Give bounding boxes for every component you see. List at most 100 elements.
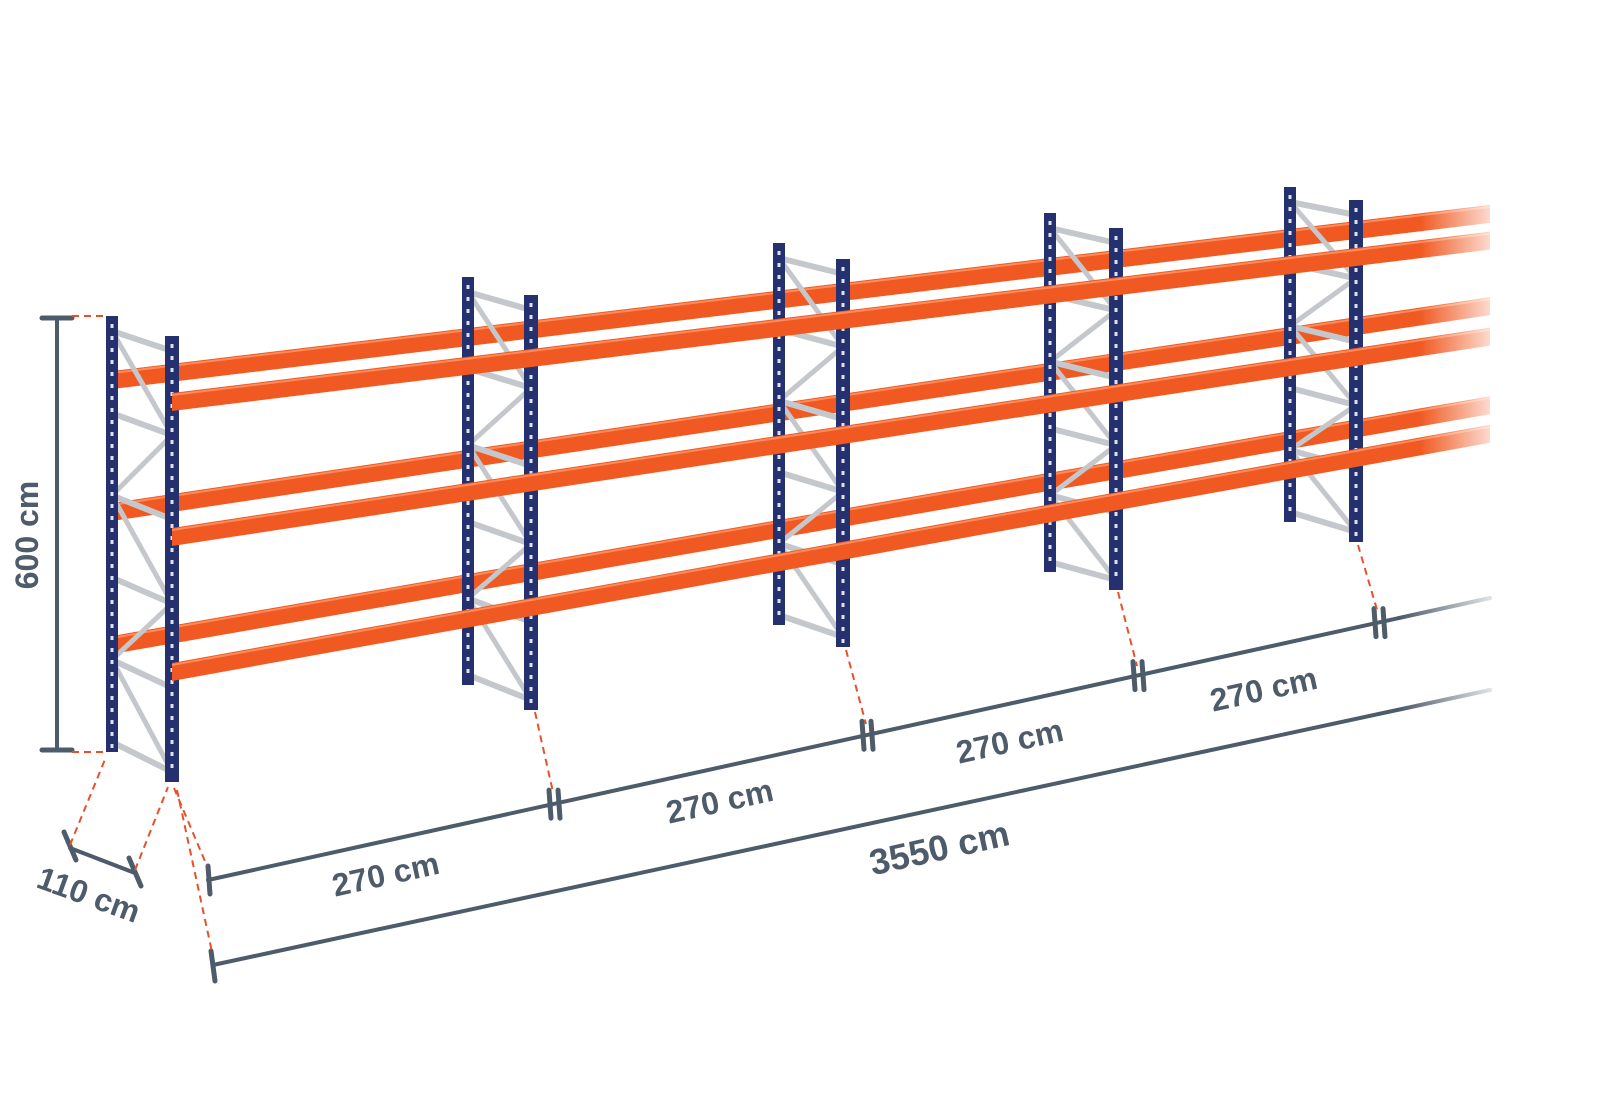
guide-line	[69, 756, 107, 846]
upright-hole	[170, 764, 174, 768]
upright-hole	[1048, 557, 1052, 561]
upright-hole	[1354, 340, 1358, 344]
upright-hole	[841, 615, 845, 619]
upright-hole	[1114, 416, 1118, 420]
upright-hole	[170, 680, 174, 684]
upright-hole	[110, 624, 114, 628]
dimension-fade	[1400, 560, 1510, 720]
upright-hole	[1288, 387, 1292, 391]
upright-hole	[170, 428, 174, 432]
upright-hole	[170, 584, 174, 588]
upright-hole	[1048, 533, 1052, 537]
upright-hole	[110, 696, 114, 700]
upright-hole	[466, 393, 470, 397]
upright-hole	[1288, 231, 1292, 235]
upright-hole	[841, 567, 845, 571]
bay-tick	[1380, 606, 1388, 640]
upright-hole	[466, 669, 470, 673]
upright-hole	[170, 632, 174, 636]
upright-hole	[1354, 520, 1358, 524]
upright-hole	[110, 708, 114, 712]
diagonal-brace	[776, 256, 846, 349]
upright-hole	[529, 303, 533, 307]
upright-hole	[1114, 560, 1118, 564]
upright-hole	[466, 657, 470, 661]
horizontal-brace	[467, 289, 532, 313]
bay-dimension-line	[206, 596, 1492, 882]
upright-hole	[1354, 388, 1358, 392]
upright-hole	[777, 575, 781, 579]
front-beams	[171, 231, 1491, 681]
upright-hole	[529, 639, 533, 643]
upright-hole	[841, 387, 845, 391]
horizontal-brace	[110, 492, 174, 523]
upright-hole	[841, 627, 845, 631]
upright-hole	[1288, 423, 1292, 427]
upright-hole	[1048, 305, 1052, 309]
upright-hole	[170, 728, 174, 732]
upright-hole	[529, 627, 533, 631]
upright-hole	[1354, 436, 1358, 440]
diagonal-brace	[109, 329, 175, 437]
upright-hole	[777, 431, 781, 435]
upright-hole	[529, 375, 533, 379]
upright-hole	[841, 267, 845, 271]
beam-highlight	[111, 397, 1491, 639]
guide-line	[173, 787, 208, 867]
upright-hole	[777, 335, 781, 339]
upright-hole	[1288, 399, 1292, 403]
upright-hole	[466, 285, 470, 289]
upright-hole	[1288, 207, 1292, 211]
upright-hole	[1114, 512, 1118, 516]
bay-width-label-1: 270 cm	[329, 845, 443, 904]
upright-hole	[841, 399, 845, 403]
upright-hole	[170, 512, 174, 516]
horizontal-brace	[1289, 509, 1357, 535]
upright-hole	[170, 596, 174, 600]
upright-hole	[110, 744, 114, 748]
upright-hole	[777, 491, 781, 495]
horizontal-brace	[467, 518, 532, 547]
horizontal-brace	[466, 672, 533, 703]
upright-hole	[777, 455, 781, 459]
upright-hole	[466, 549, 470, 553]
front-beam-level-2	[172, 327, 1490, 546]
upright-hole	[529, 651, 533, 655]
horizontal-brace	[110, 574, 174, 607]
upright-hole	[1048, 377, 1052, 381]
upright-hole	[170, 416, 174, 420]
upright-hole	[466, 429, 470, 433]
upright-hole	[110, 480, 114, 484]
guide-line	[134, 786, 169, 871]
upright-hole	[777, 251, 781, 255]
upright-hole	[777, 371, 781, 375]
upright-hole	[529, 447, 533, 451]
upright-hole	[1048, 245, 1052, 249]
upright-hole	[777, 407, 781, 411]
upright-hole	[841, 303, 845, 307]
bay-width-label-3: 270 cm	[953, 712, 1067, 771]
horizontal-brace	[1289, 323, 1357, 345]
upright-hole	[110, 324, 114, 328]
horizontal-brace	[467, 442, 532, 469]
upright-hole	[777, 503, 781, 507]
upright-hole	[841, 363, 845, 367]
upright-hole	[529, 471, 533, 475]
upright-hole	[466, 513, 470, 517]
upright-hole	[841, 339, 845, 343]
guide-line	[534, 711, 554, 793]
upright-hole	[1354, 244, 1358, 248]
upright-hole	[777, 587, 781, 591]
upright-hole	[777, 479, 781, 483]
upright-hole	[1114, 344, 1118, 348]
bay-tick	[1130, 659, 1138, 693]
upright-hole	[170, 452, 174, 456]
upright-hole	[110, 672, 114, 676]
upright-hole	[1048, 353, 1052, 357]
upright-hole	[466, 345, 470, 349]
upright-hole	[529, 411, 533, 415]
upright-hole	[777, 551, 781, 555]
upright-hole	[170, 716, 174, 720]
upright-hole	[841, 327, 845, 331]
upright-hole	[466, 477, 470, 481]
